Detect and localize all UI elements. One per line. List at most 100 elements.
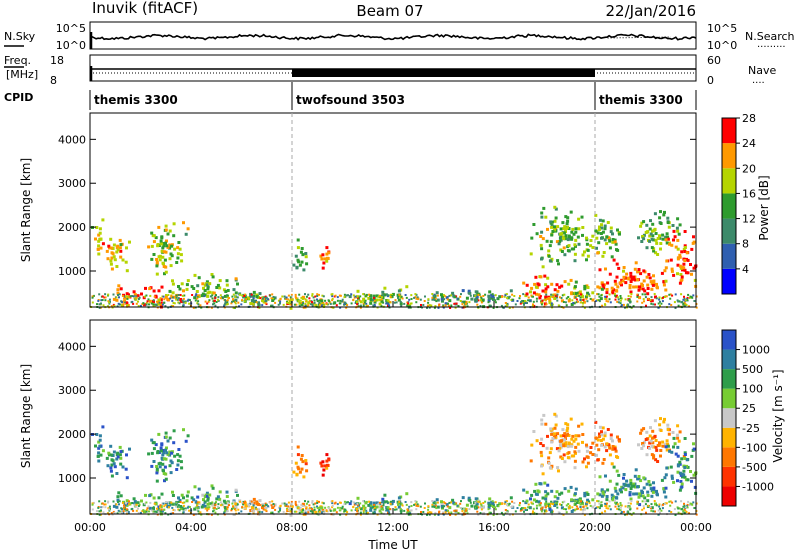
ground-cell bbox=[124, 301, 126, 304]
ground-cell bbox=[442, 306, 445, 309]
range-cell bbox=[178, 287, 182, 291]
ground-cell bbox=[674, 514, 677, 516]
ground-cell bbox=[414, 503, 417, 506]
range-cell bbox=[321, 473, 325, 477]
range-cell bbox=[563, 225, 567, 229]
range-cell bbox=[556, 496, 560, 500]
ground-cell bbox=[434, 504, 437, 507]
range-cell bbox=[544, 422, 548, 426]
ground-cell bbox=[251, 302, 253, 305]
ground-cell bbox=[453, 509, 456, 512]
ground-cell bbox=[128, 500, 130, 503]
range-cell bbox=[325, 246, 329, 250]
range-cell bbox=[647, 273, 651, 276]
ground-cell bbox=[305, 507, 308, 510]
range-cell bbox=[160, 492, 164, 496]
ground-cell bbox=[138, 503, 141, 506]
ground-cell bbox=[133, 297, 136, 300]
ground-cell bbox=[562, 508, 565, 510]
range-cell bbox=[176, 256, 180, 260]
ground-cell bbox=[527, 506, 530, 509]
ground-cell bbox=[668, 500, 671, 503]
range-cell bbox=[620, 283, 623, 287]
range-cell bbox=[157, 225, 161, 229]
ground-cell bbox=[324, 299, 327, 302]
ground-cell bbox=[505, 304, 508, 307]
ground-cell bbox=[505, 511, 508, 514]
range-cell bbox=[560, 284, 564, 288]
ground-cell bbox=[130, 508, 133, 511]
range-cell bbox=[540, 215, 544, 219]
range-cell bbox=[160, 285, 164, 289]
range-cell bbox=[655, 448, 659, 452]
range-cell bbox=[690, 272, 693, 276]
range-cell bbox=[525, 292, 529, 296]
range-cell bbox=[533, 282, 537, 286]
ground-cell bbox=[350, 500, 353, 503]
range-cell bbox=[642, 220, 646, 224]
ground-cell bbox=[688, 512, 690, 515]
ground-cell bbox=[118, 293, 121, 296]
range-cell bbox=[654, 458, 658, 462]
ground-cell bbox=[286, 301, 289, 304]
range-cell bbox=[555, 240, 559, 244]
ground-cell bbox=[285, 505, 288, 507]
range-cell bbox=[211, 486, 215, 490]
range-cell bbox=[613, 447, 617, 451]
ground-cell bbox=[664, 296, 667, 298]
range-cell bbox=[618, 281, 622, 285]
noise-line bbox=[89, 33, 697, 41]
ground-cell bbox=[465, 507, 468, 510]
ground-cell bbox=[629, 508, 632, 511]
range-cell bbox=[640, 428, 644, 432]
range-cell bbox=[629, 290, 633, 294]
range-cell bbox=[467, 496, 471, 500]
ground-cell bbox=[101, 295, 104, 298]
range-cell bbox=[205, 280, 209, 284]
ground-cell bbox=[427, 301, 430, 304]
range-cell bbox=[589, 451, 593, 455]
range-cell bbox=[609, 437, 613, 441]
ground-cell bbox=[550, 500, 553, 503]
range-cell bbox=[557, 262, 560, 266]
ground-cell bbox=[243, 300, 246, 303]
ground-cell bbox=[371, 299, 374, 302]
range-cell bbox=[123, 503, 127, 507]
ground-cell bbox=[674, 307, 677, 309]
range-cell bbox=[170, 254, 174, 258]
ground-cell bbox=[155, 304, 158, 306]
ground-cell bbox=[430, 511, 433, 514]
range-cell bbox=[583, 250, 586, 254]
range-cell bbox=[452, 294, 456, 298]
range-cell bbox=[150, 244, 154, 248]
ground-cell bbox=[364, 502, 367, 505]
range-cell bbox=[196, 495, 200, 499]
ground-cell bbox=[135, 298, 138, 301]
ground-cell bbox=[184, 301, 187, 304]
ground-cell bbox=[582, 509, 584, 512]
range-cell bbox=[613, 486, 617, 490]
ground-cell bbox=[300, 508, 303, 511]
range-cell bbox=[546, 483, 550, 487]
ground-cell bbox=[145, 294, 148, 297]
colorbar-swatch bbox=[722, 168, 736, 194]
ground-cell bbox=[604, 295, 607, 298]
ground-cell bbox=[207, 300, 210, 303]
range-cell bbox=[548, 506, 552, 510]
ground-cell bbox=[343, 296, 346, 299]
ground-cell bbox=[437, 513, 440, 516]
range-cell bbox=[560, 250, 564, 253]
ground-cell bbox=[365, 500, 368, 503]
ground-cell bbox=[459, 300, 462, 302]
range-cell bbox=[540, 211, 544, 215]
range-cell bbox=[603, 445, 607, 449]
ground-cell bbox=[607, 507, 610, 510]
ground-cell bbox=[685, 304, 688, 306]
range-cell bbox=[168, 257, 172, 261]
ground-cell bbox=[494, 299, 497, 302]
ground-cell bbox=[98, 513, 101, 516]
nave-label: Nave bbox=[748, 64, 776, 77]
colorbar-tick-label: 8 bbox=[742, 238, 749, 251]
range-cell bbox=[257, 301, 260, 305]
ground-cell bbox=[683, 508, 686, 511]
